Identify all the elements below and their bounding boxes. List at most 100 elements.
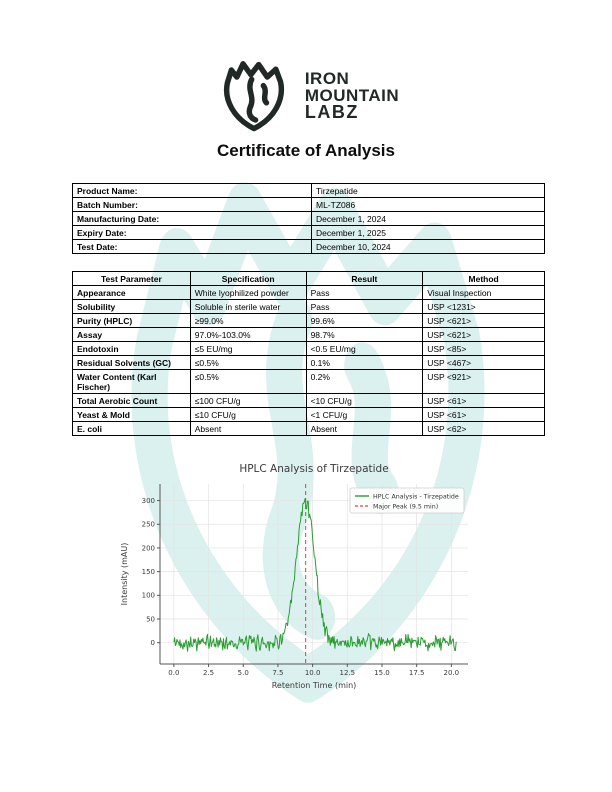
test-results-table: Test Parameter Specification Result Method … [72,271,545,436]
results-parameter: Water Content (Karl Fischer) [72,369,191,394]
results-cell: Absent [189,421,307,436]
x-axis-label: Retention Time (min) [272,681,357,690]
results-row: Assay 97.0%-103.0% 98.7% USP <621> [72,327,545,342]
svg-text:50: 50 [146,615,155,623]
results-parameter: Purity (HPLC) [72,313,191,328]
results-row: Residual Solvents (GC) ≤0.5% 0.1% USP <467> [72,355,545,370]
product-info-row: Product Name: Tirzepatide [72,183,545,198]
brand-line-mountain: MOUNTAIN [304,85,400,105]
svg-text:0.0: 0.0 [168,669,179,677]
results-cell: 98.7% [305,327,424,342]
svg-text:100: 100 [142,592,155,600]
results-cell: ≤10 CFU/g [189,407,307,422]
results-cell: 99.6% [305,313,424,328]
svg-text:5.0: 5.0 [238,669,249,677]
results-row: Yeast & Mold ≤10 CFU/g <1 CFU/g USP <61> [72,407,545,422]
results-parameter: Endotoxin [72,341,191,356]
results-column-header: Specification [189,271,307,286]
results-row: E. coli Absent Absent USP <62> [72,421,545,436]
svg-text:20.0: 20.0 [444,669,460,677]
product-info-label: Test Date: [72,239,312,254]
results-cell: USP <467> [422,355,545,370]
results-cell: Soluble in sterile water [189,299,307,314]
product-info-label: Product Name: [72,183,312,198]
results-row: Endotoxin ≤5 EU/mg <0.5 EU/mg USP <85> [72,341,545,356]
results-parameter: Total Aerobic Count [72,393,191,408]
results-header-row: Test Parameter Specification Result Method [72,271,545,286]
chromatogram-trace [173,498,457,652]
results-cell: <1 CFU/g [305,407,424,422]
product-info-body: Product Name: Tirzepatide Batch Number: ML-… [72,183,545,254]
product-info-value: ML-TZ086 [311,197,545,212]
brand-line-labz: LABZ [304,101,359,122]
page-title: Certificate of Analysis [217,141,395,160]
product-info-label: Batch Number: [72,197,312,212]
results-row: Water Content (Karl Fischer) ≤0.5% 0.2% USP… [72,369,545,394]
svg-text:17.5: 17.5 [409,669,425,677]
results-parameter: Solubility [72,299,191,314]
product-info-label: Expiry Date: [72,225,312,240]
results-column-header: Test Parameter [72,271,191,286]
hplc-chromatogram-svg: 0.0 2.5 5.0 7.5 10.0 12.5 15.0 17.5 20.0 0 50 100 15… [120,463,468,690]
results-cell: USP <61> [422,393,545,408]
results-column-header: Method [422,271,545,286]
results-cell: 0.2% [305,369,424,394]
results-row: Total Aerobic Count ≤100 CFU/g <10 CFU/g US… [72,393,545,408]
product-info-row: Batch Number: ML-TZ086 [72,197,545,212]
svg-text:15.0: 15.0 [374,669,390,677]
results-cell: USP <921> [422,369,545,394]
results-cell: USP <62> [422,421,545,436]
results-cell: ≤100 CFU/g [189,393,307,408]
results-cell: ≥99.0% [189,313,307,328]
results-cell: USP <621> [422,327,545,342]
results-parameter: E. coli [72,421,191,436]
product-info-value: December 1, 2025 [311,225,545,240]
results-body: Appearance White lyophilized powder Pass Vi… [72,285,545,436]
svg-text:150: 150 [142,568,155,576]
svg-text:10.0: 10.0 [305,669,321,677]
svg-text:Major Peak (9.5 min): Major Peak (9.5 min) [373,503,438,510]
hplc-chart: 0.0 2.5 5.0 7.5 10.0 12.5 15.0 17.5 20.0 0 50 100 15… [116,458,496,713]
results-cell: ≤5 EU/mg [189,341,307,356]
results-cell: 0.1% [305,355,424,370]
product-info-value: December 1, 2024 [311,211,545,226]
product-info-value: December 10, 2024 [311,239,545,254]
product-info-row: Expiry Date: December 1, 2025 [72,225,545,240]
svg-text:HPLC Analysis - Tirzepatide: HPLC Analysis - Tirzepatide [373,493,459,500]
results-cell: Absent [305,421,424,436]
chart-title: HPLC Analysis of Tirzepatide [239,463,388,475]
product-info-label: Manufacturing Date: [72,211,312,226]
product-info-row: Test Date: December 10, 2024 [72,239,545,254]
results-parameter: Yeast & Mold [72,407,191,422]
chart-legend: HPLC Analysis - Tirzepatide Major Peak (9… [349,487,465,514]
brand-header: IRON MOUNTAIN LABZ [0,56,612,134]
product-info-value: Tirzepatide [311,183,545,198]
results-cell: USP <85> [422,341,545,356]
results-parameter: Assay [72,327,191,342]
results-cell: Pass [305,285,424,300]
svg-text:250: 250 [142,521,155,529]
results-parameter: Residual Solvents (GC) [72,355,191,370]
svg-text:0: 0 [151,639,155,647]
mountain-shield-icon [213,56,295,134]
results-cell: Visual Inspection [422,285,545,300]
results-cell: USP <61> [422,407,545,422]
svg-text:300: 300 [142,497,155,505]
results-cell: ≤0.5% [189,369,307,394]
results-cell: USP <1231> [422,299,545,314]
product-info-row: Manufacturing Date: December 1, 2024 [72,211,545,226]
chart-axes: 0.0 2.5 5.0 7.5 10.0 12.5 15.0 17.5 20.0 0 50 100 15… [142,484,468,677]
results-column-header: Result [305,271,424,286]
svg-text:7.5: 7.5 [272,669,283,677]
results-cell: <10 CFU/g [305,393,424,408]
results-cell: Pass [305,299,424,314]
results-cell: 97.0%-103.0% [189,327,307,342]
results-row: Solubility Soluble in sterile water Pass US… [72,299,545,314]
svg-text:2.5: 2.5 [203,669,214,677]
brand-line-iron: IRON [304,68,350,88]
results-row: Purity (HPLC) ≥99.0% 99.6% USP <621> [72,313,545,328]
results-row: Appearance White lyophilized powder Pass Vi… [72,285,545,300]
results-cell: White lyophilized powder [189,285,307,300]
results-cell: ≤0.5% [189,355,307,370]
svg-text:200: 200 [142,544,155,552]
